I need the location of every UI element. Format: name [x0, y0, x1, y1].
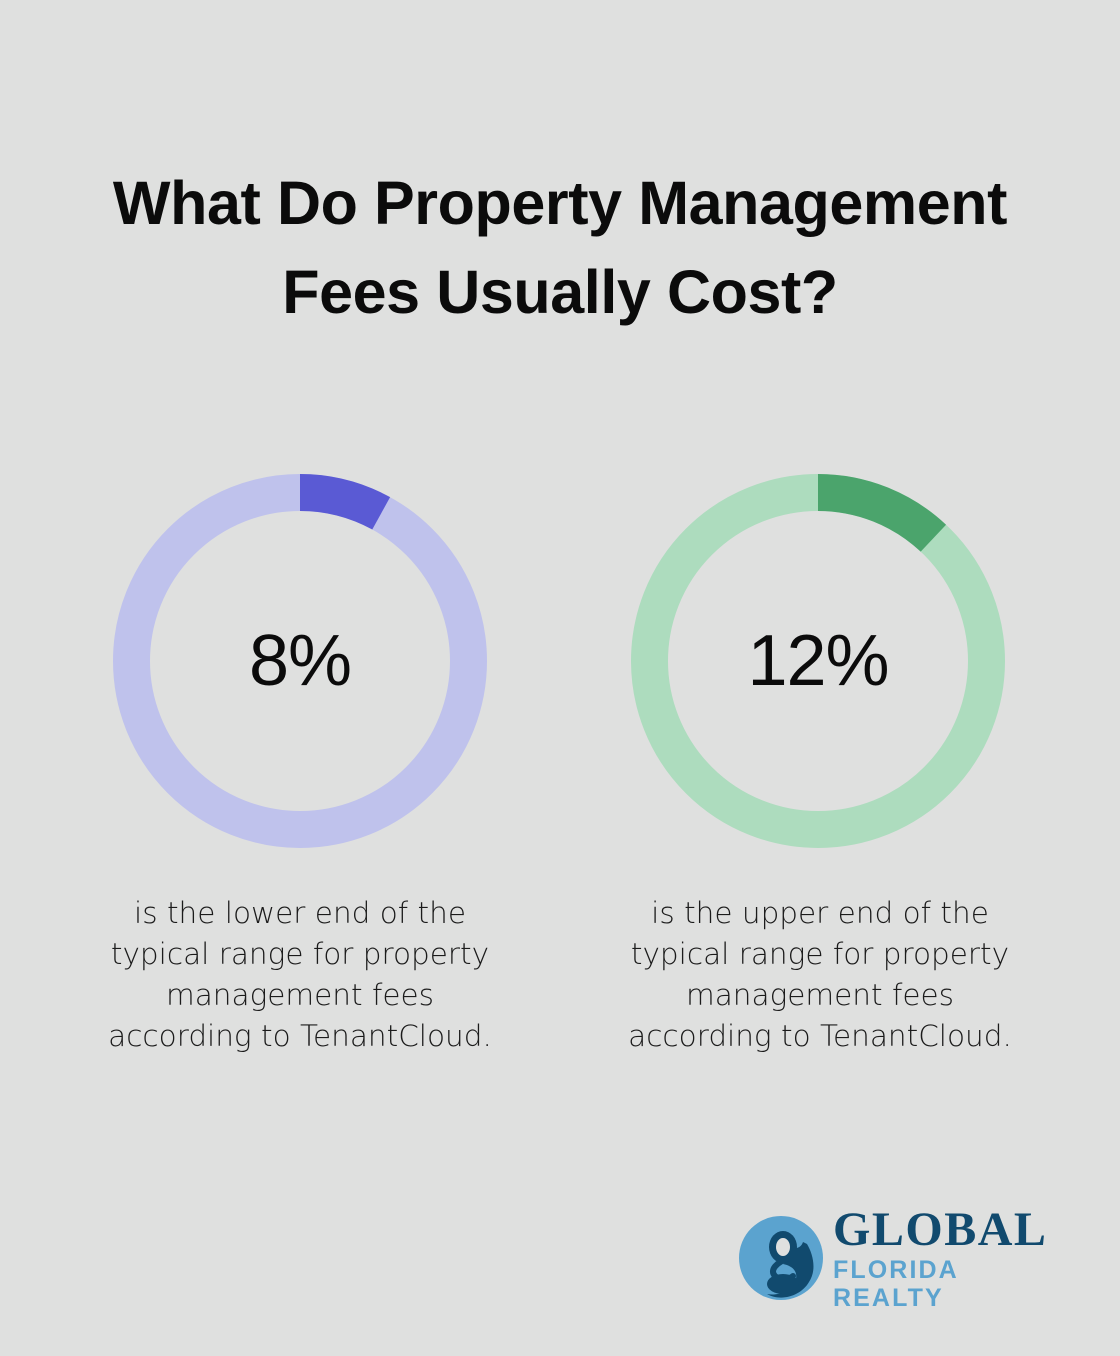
donut-chart-row: 8% 12%	[0, 474, 1120, 854]
caption-lower-end-line-1: is the lower end of the	[134, 896, 466, 930]
brand-logo: GLOBAL FLORIDA REALTY	[737, 1206, 1067, 1312]
page-title: What Do Property Management Fees Usually…	[112, 168, 1008, 326]
caption-lower-end-line-2: typical range for property	[110, 937, 490, 971]
caption-lower-end: is the lower end of the typical range fo…	[50, 893, 550, 1057]
logo-text-block: GLOBAL FLORIDA REALTY	[833, 1203, 1067, 1313]
caption-upper-end: is the upper end of the typical range fo…	[570, 893, 1070, 1057]
caption-lower-end-line-3: management fees	[165, 978, 435, 1012]
donut-arc-lower-end	[113, 474, 487, 848]
logo-tagline: FLORIDA REALTY	[833, 1256, 958, 1312]
caption-lower-end-line-4: according to TenantCloud.	[108, 1019, 492, 1053]
caption-upper-end-line-3: management fees	[685, 978, 955, 1012]
caption-upper-end-line-4: according to TenantCloud.	[628, 1019, 1012, 1053]
globe-g-logo-icon	[739, 1216, 823, 1300]
donut-svg-upper-end	[631, 474, 1005, 848]
donut-svg-lower-end	[113, 474, 487, 848]
donut-chart-lower-end: 8%	[113, 474, 487, 848]
caption-upper-end-line-1: is the upper end of the	[651, 896, 989, 930]
logo-wordmark: GLOBAL	[833, 1203, 1048, 1256]
caption-upper-end-line-2: typical range for property	[630, 937, 1010, 971]
donut-value-lower-end: 8%	[248, 621, 352, 701]
donut-arc-upper-end	[631, 474, 1005, 848]
donut-value-upper-end: 12%	[747, 621, 889, 701]
donut-chart-upper-end: 12%	[631, 474, 1005, 848]
